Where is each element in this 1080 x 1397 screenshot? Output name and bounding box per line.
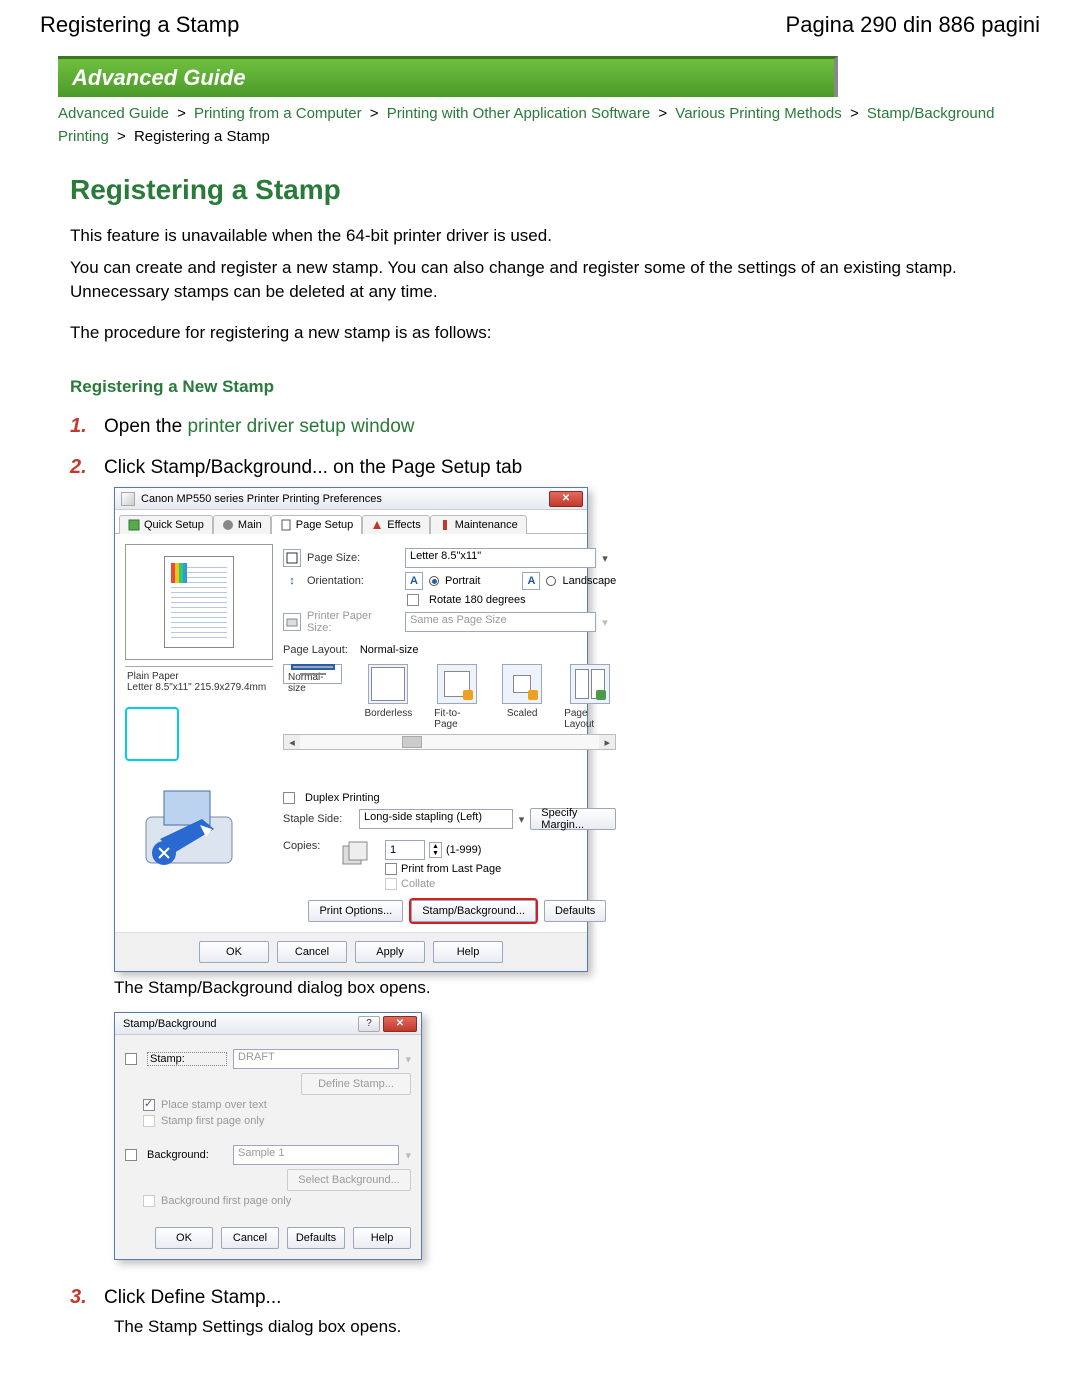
section-registering-new-stamp: Registering a New Stamp bbox=[70, 377, 1010, 397]
layout-scaled[interactable]: Scaled bbox=[502, 664, 542, 730]
defaults-button-2[interactable]: Defaults bbox=[287, 1227, 345, 1249]
step-3-after: The Stamp Settings dialog box opens. bbox=[114, 1317, 1010, 1337]
tab-strip: Quick Setup Main Page Setup Effects Main… bbox=[115, 510, 587, 534]
layout-fit-to-page[interactable]: Fit-to-Page bbox=[434, 664, 480, 730]
help-button-2[interactable]: Help bbox=[353, 1227, 411, 1249]
printing-preferences-dialog: Canon MP550 series Printer Printing Pref… bbox=[114, 487, 588, 972]
crumb-various-printing-methods[interactable]: Various Printing Methods bbox=[675, 105, 841, 122]
background-select[interactable]: Sample 1 bbox=[233, 1145, 399, 1165]
copies-icon bbox=[341, 840, 371, 871]
staple-side-select[interactable]: Long-side stapling (Left) bbox=[359, 809, 513, 829]
effects-icon bbox=[371, 519, 383, 531]
main-icon bbox=[222, 519, 234, 531]
para-2: You can create and register a new stamp.… bbox=[70, 256, 1010, 304]
specify-margin-button[interactable]: Specify Margin... bbox=[530, 808, 616, 830]
page-preview bbox=[125, 544, 273, 660]
place-over-text-checkbox[interactable] bbox=[143, 1099, 155, 1111]
para-1: This feature is unavailable when the 64-… bbox=[70, 224, 1010, 248]
tab-effects[interactable]: Effects bbox=[362, 515, 429, 534]
page-setup-icon bbox=[280, 519, 292, 531]
paper-info: Plain Paper Letter 8.5"x11" 215.9x279.4m… bbox=[125, 666, 273, 697]
tab-page-setup[interactable]: Page Setup bbox=[271, 515, 363, 534]
maintenance-icon bbox=[439, 519, 451, 531]
crumb-advanced-guide[interactable]: Advanced Guide bbox=[58, 105, 169, 122]
printer-paper-size-label: Printer Paper Size: bbox=[307, 610, 399, 634]
step-3-text: Click Define Stamp... bbox=[104, 1287, 281, 1309]
breadcrumb: Advanced Guide > Printing from a Compute… bbox=[58, 103, 1040, 148]
duplex-checkbox[interactable] bbox=[283, 792, 295, 804]
layout-options: Normal-size Borderless Fit-to-Page Scale… bbox=[283, 664, 616, 730]
crumb-other-app-software[interactable]: Printing with Other Application Software bbox=[387, 105, 650, 122]
bg-first-page-checkbox[interactable] bbox=[143, 1195, 155, 1207]
page-size-label: Page Size: bbox=[307, 552, 399, 564]
tab-main[interactable]: Main bbox=[213, 515, 271, 534]
ok-button[interactable]: OK bbox=[199, 941, 269, 963]
staple-side-label: Staple Side: bbox=[283, 813, 353, 825]
step-2-text: Click Stamp/Background... on the Page Se… bbox=[104, 457, 522, 479]
quick-setup-icon bbox=[128, 519, 140, 531]
orientation-preview bbox=[125, 707, 179, 761]
copies-input[interactable] bbox=[385, 840, 425, 860]
crumb-printing-from-computer[interactable]: Printing from a Computer bbox=[194, 105, 362, 122]
close-button-2[interactable]: ✕ bbox=[383, 1016, 417, 1032]
step-number-2: 2. bbox=[70, 456, 104, 479]
stamp-background-dialog: Stamp/Background ? ✕ Stamp: DRAFT ▾ Defi… bbox=[114, 1012, 422, 1260]
landscape-radio[interactable] bbox=[546, 576, 556, 586]
help-icon-button[interactable]: ? bbox=[358, 1016, 380, 1032]
collate-checkbox[interactable] bbox=[385, 878, 397, 890]
layout-page-layout[interactable]: Page Layout bbox=[564, 664, 616, 730]
printer-paper-icon bbox=[283, 613, 301, 631]
crumb-current: Registering a Stamp bbox=[134, 128, 270, 145]
banner-advanced-guide: Advanced Guide bbox=[58, 56, 838, 97]
stamp-select[interactable]: DRAFT bbox=[233, 1049, 399, 1069]
dialog2-title: Stamp/Background bbox=[123, 1018, 217, 1030]
cancel-button-2[interactable]: Cancel bbox=[221, 1227, 279, 1249]
printer-illustration bbox=[125, 775, 253, 883]
page-title: Registering a Stamp bbox=[70, 174, 1010, 206]
layout-normal-size[interactable]: Normal-size bbox=[283, 664, 342, 684]
header-right: Pagina 290 din 886 pagini bbox=[786, 12, 1040, 38]
apply-button[interactable]: Apply bbox=[355, 941, 425, 963]
tab-maintenance[interactable]: Maintenance bbox=[430, 515, 527, 534]
step-2-after: The Stamp/Background dialog box opens. bbox=[114, 978, 1010, 998]
layout-borderless[interactable]: Borderless bbox=[364, 664, 412, 730]
page-layout-label: Page Layout: bbox=[283, 644, 348, 656]
printer-icon bbox=[121, 492, 135, 506]
stamp-checkbox[interactable] bbox=[125, 1053, 137, 1065]
copies-label: Copies: bbox=[283, 840, 335, 852]
orientation-icon: ↕ bbox=[283, 572, 301, 590]
orientation-label: Orientation: bbox=[307, 575, 399, 587]
para-3: The procedure for registering a new stam… bbox=[70, 321, 1010, 345]
defaults-button[interactable]: Defaults bbox=[544, 900, 606, 922]
link-printer-driver-setup[interactable]: printer driver setup window bbox=[187, 416, 414, 437]
landscape-icon: A bbox=[522, 572, 540, 590]
portrait-icon: A bbox=[405, 572, 423, 590]
header-left: Registering a Stamp bbox=[40, 12, 239, 38]
ok-button-2[interactable]: OK bbox=[155, 1227, 213, 1249]
define-stamp-button[interactable]: Define Stamp... bbox=[301, 1073, 411, 1095]
stamp-first-page-checkbox[interactable] bbox=[143, 1115, 155, 1127]
select-background-button[interactable]: Select Background... bbox=[287, 1169, 411, 1191]
rotate-180-checkbox[interactable] bbox=[407, 594, 419, 606]
print-options-button[interactable]: Print Options... bbox=[308, 900, 403, 922]
step-number-3: 3. bbox=[70, 1286, 104, 1309]
stamp-label: Stamp: bbox=[147, 1052, 227, 1066]
portrait-radio[interactable] bbox=[429, 576, 439, 586]
step-number-1: 1. bbox=[70, 415, 104, 438]
printer-paper-size-select[interactable]: Same as Page Size bbox=[405, 612, 596, 632]
step-1-text: Open the printer driver setup window bbox=[104, 416, 415, 438]
print-last-checkbox[interactable] bbox=[385, 863, 397, 875]
background-checkbox[interactable] bbox=[125, 1149, 137, 1161]
layout-scrollbar[interactable]: ◂▸ bbox=[283, 734, 616, 750]
background-label: Background: bbox=[147, 1149, 227, 1161]
tab-quick-setup[interactable]: Quick Setup bbox=[119, 515, 213, 534]
help-button[interactable]: Help bbox=[433, 941, 503, 963]
page-size-select[interactable]: Letter 8.5"x11" bbox=[405, 548, 596, 568]
dialog-title: Canon MP550 series Printer Printing Pref… bbox=[141, 493, 382, 505]
close-button[interactable]: ✕ bbox=[549, 491, 583, 507]
page-size-icon bbox=[283, 549, 301, 567]
stamp-background-button[interactable]: Stamp/Background... bbox=[411, 900, 536, 922]
cancel-button[interactable]: Cancel bbox=[277, 941, 347, 963]
